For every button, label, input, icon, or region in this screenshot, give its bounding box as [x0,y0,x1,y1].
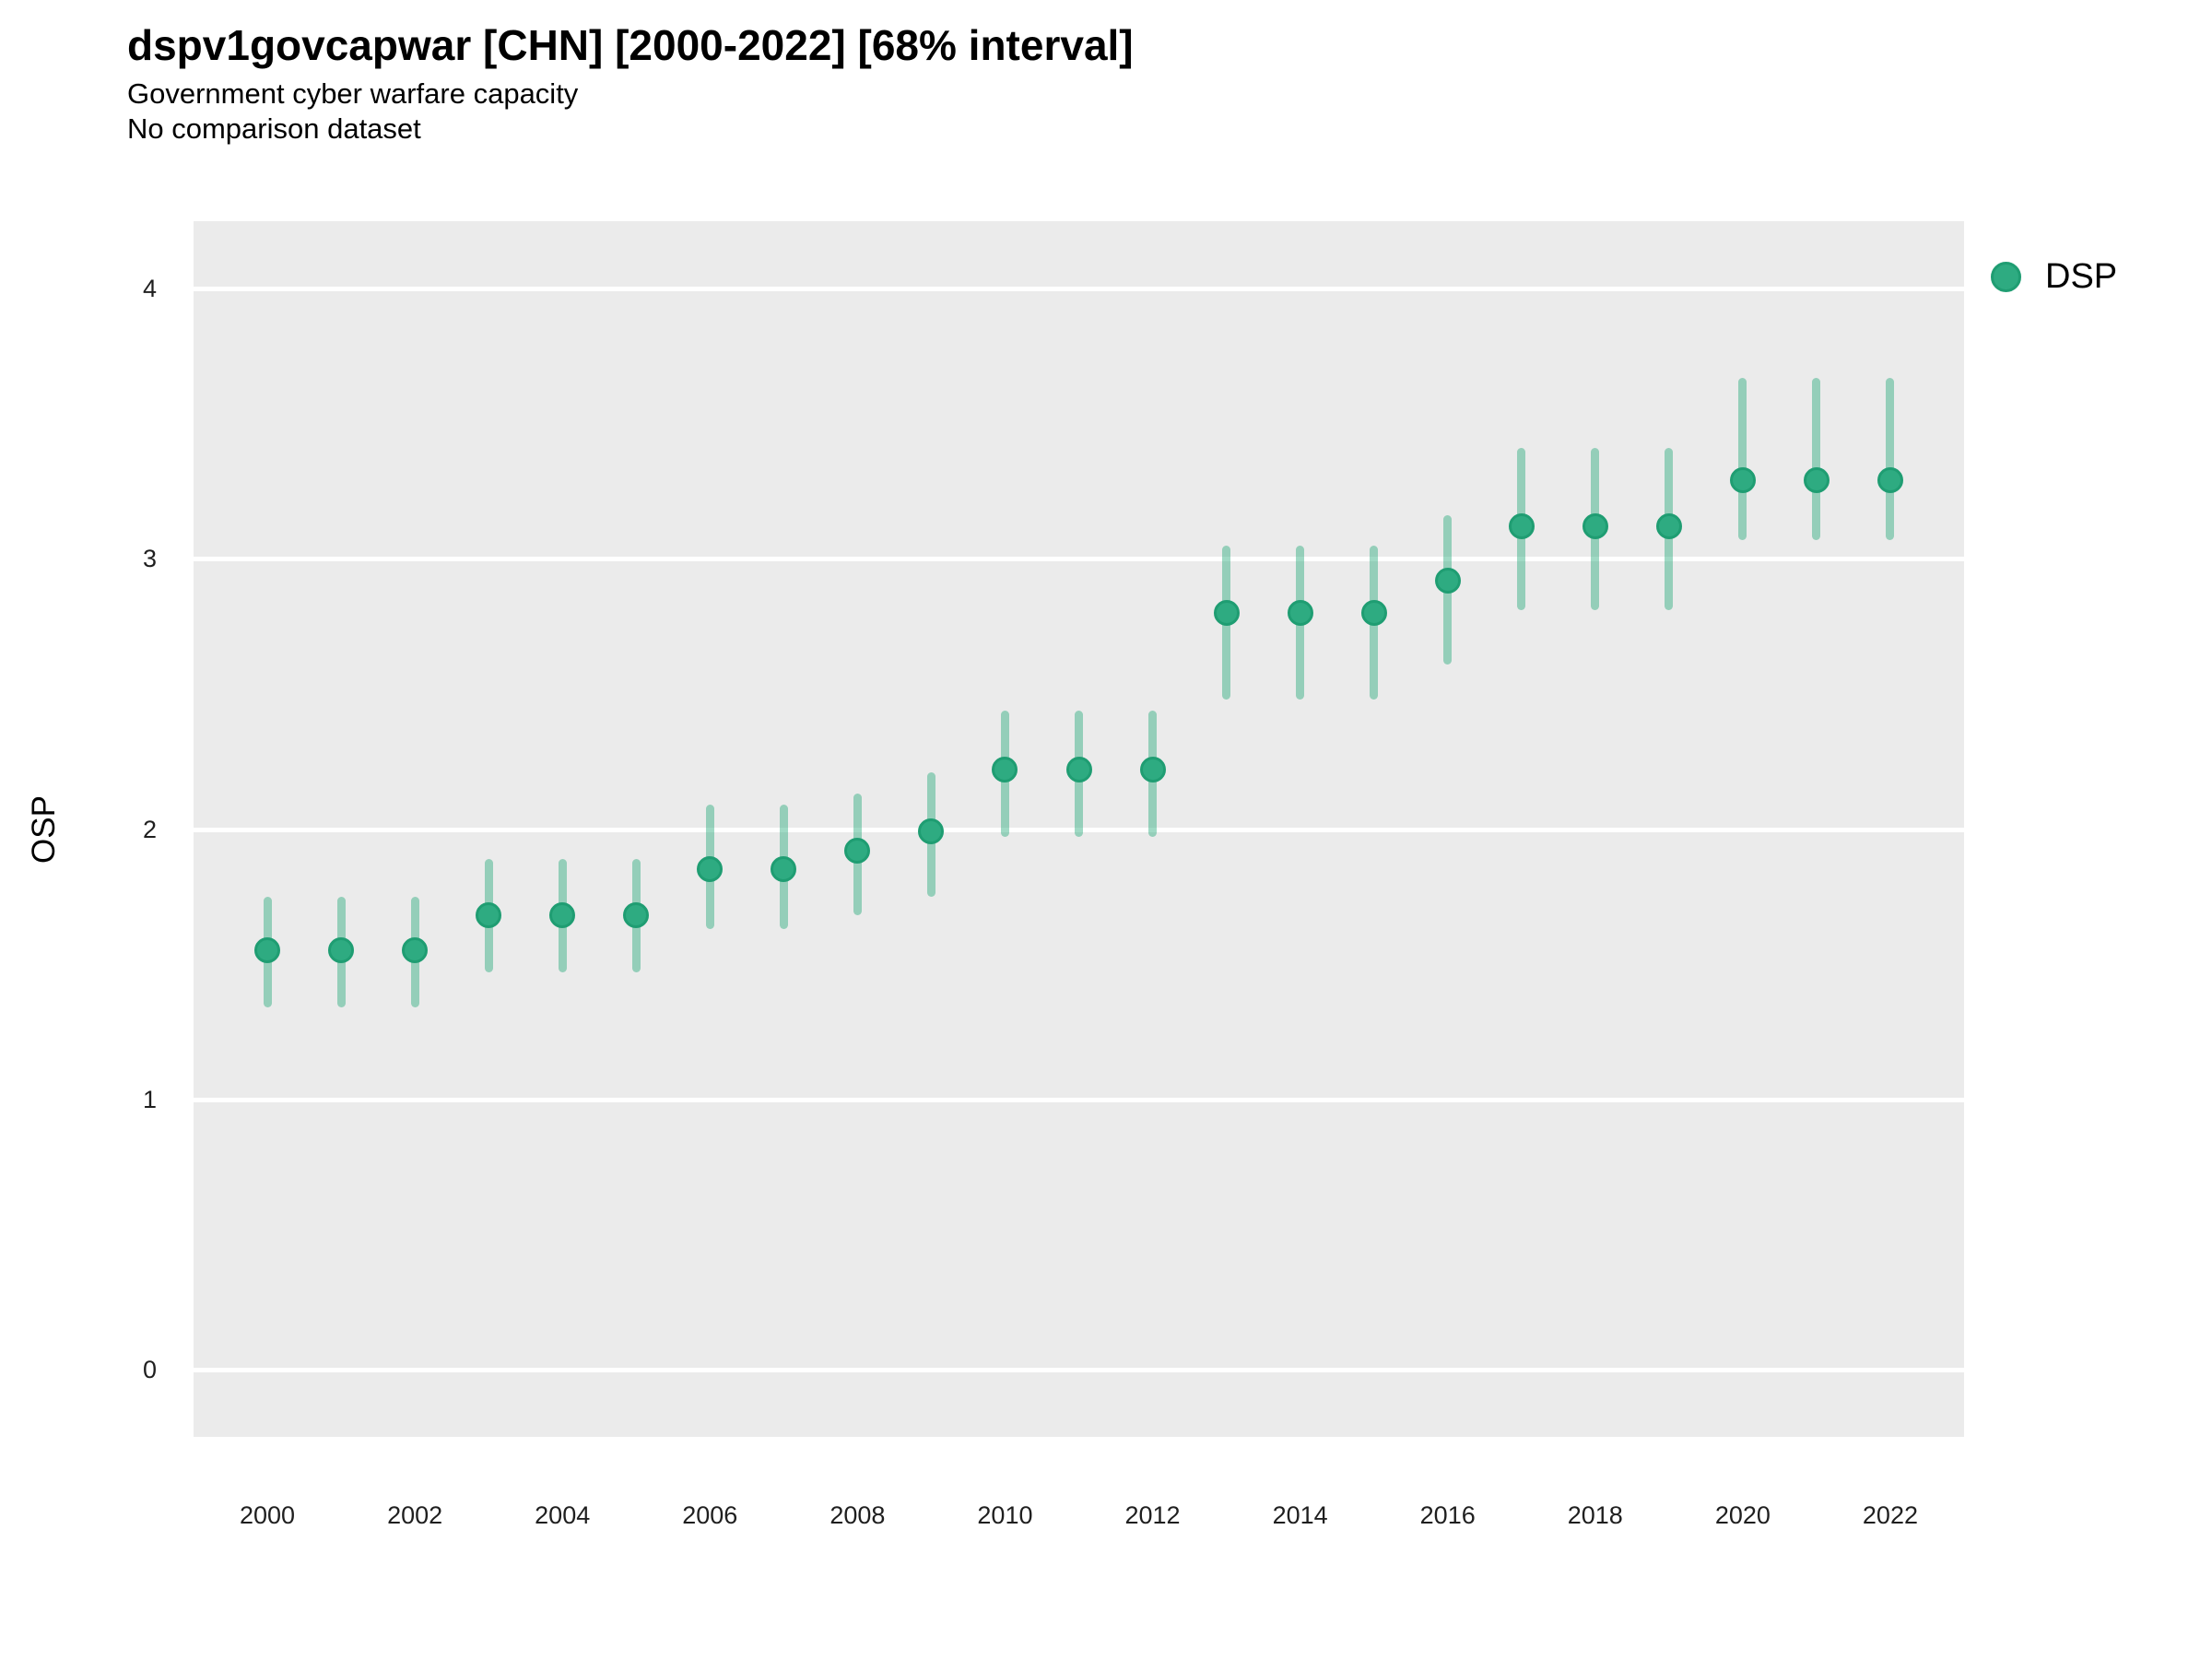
x-tick-label-2020: 2020 [1714,1501,1771,1529]
x-tick-label-2004: 2004 [535,1501,591,1529]
interval-bar-2022 [1886,378,1895,540]
x-tick-label-2016: 2016 [1419,1501,1476,1529]
data-point-2012 [1139,757,1166,782]
gridline-y-1 [194,1097,1964,1102]
data-point-2018 [1582,513,1608,540]
legend-label: DSP [2045,257,2118,296]
x-tick-label-2022: 2022 [1862,1501,1918,1529]
data-point-2005 [623,902,650,929]
data-point-2007 [771,856,797,883]
x-tick-label-2008: 2008 [830,1501,886,1529]
y-tick-label-1: 1 [142,1085,157,1113]
x-tick-label-2018: 2018 [1567,1501,1623,1529]
legend-point-icon [1991,261,2021,292]
data-point-2017 [1508,513,1535,540]
data-point-2010 [992,757,1018,782]
data-point-2006 [697,856,724,883]
y-tick-label-3: 3 [142,545,157,573]
data-point-2022 [1877,467,1903,494]
chart-comparison-note: No comparison dataset [127,112,421,145]
data-point-2021 [1803,467,1830,494]
data-point-2003 [476,902,502,929]
x-tick-label-2012: 2012 [1124,1501,1181,1529]
data-point-2001 [328,937,355,964]
interval-bar-2021 [1812,378,1821,540]
data-point-2020 [1729,467,1756,494]
y-tick-label-4: 4 [142,275,157,303]
gridline-y-3 [194,557,1964,562]
legend: DSP [1991,254,2117,299]
y-tick-label-2: 2 [142,815,157,843]
x-tick-label-2000: 2000 [239,1501,296,1529]
data-point-2014 [1287,600,1313,626]
data-point-2000 [254,937,281,964]
chart-subtitle: Government cyber warfare capacity [127,77,579,110]
data-point-2002 [402,937,429,964]
data-point-2004 [549,902,576,929]
x-tick-label-2002: 2002 [387,1501,443,1529]
gridline-y-0 [194,1367,1964,1372]
chart-title: dspv1govcapwar [CHN] [2000-2022] [68% in… [127,21,1134,69]
x-tick-label-2010: 2010 [977,1501,1033,1529]
plot-panel [194,221,1964,1437]
data-point-2011 [1065,757,1092,782]
x-tick-label-2006: 2006 [682,1501,738,1529]
gridline-y-4 [194,287,1964,292]
data-point-2015 [1360,600,1387,626]
x-tick-label-2014: 2014 [1272,1501,1328,1529]
data-point-2019 [1655,513,1682,540]
data-point-2016 [1434,567,1461,594]
y-tick-label-0: 0 [142,1355,157,1383]
data-point-2008 [844,837,871,864]
gridline-y-2 [194,827,1964,832]
interval-bar-2020 [1738,378,1747,540]
data-point-2009 [918,818,945,845]
data-point-2013 [1213,600,1240,626]
